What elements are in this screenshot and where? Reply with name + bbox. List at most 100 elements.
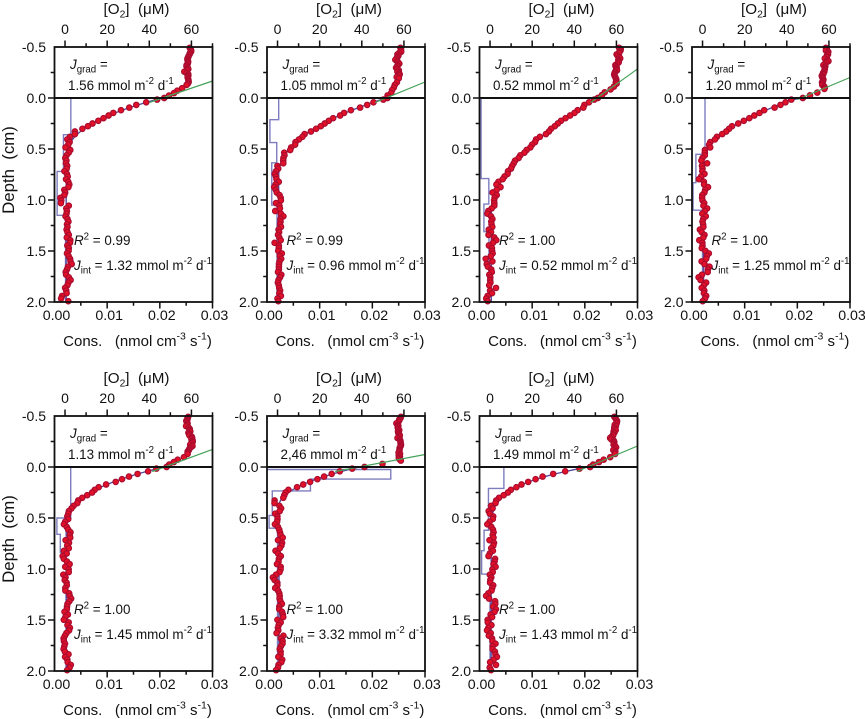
svg-text:60: 60 [184,390,200,406]
svg-text:0.01: 0.01 [308,677,336,693]
svg-text:40: 40 [142,390,158,406]
svg-text:0.00: 0.00 [43,677,71,693]
svg-text:[O2] (μM): [O2] (μM) [529,370,595,389]
svg-text:R2 = 1.00: R2 = 1.00 [712,232,768,249]
svg-text:Jint = 3.32 mmol m-2 d-1: Jint = 3.32 mmol m-2 d-1 [286,625,425,646]
svg-text:Cons. (nmol cm-3 s-1): Cons. (nmol cm-3 s-1) [63,700,212,719]
svg-text:Depth (cm): Depth (cm) [0,126,18,214]
svg-text:[O2] (μM): [O2] (μM) [741,1,807,20]
svg-text:[O2] (μM): [O2] (μM) [104,1,170,20]
svg-text:Jgrad =: Jgrad = [282,426,321,445]
svg-text:Cons. (nmol cm-3 s-1): Cons. (nmol cm-3 s-1) [488,331,637,351]
svg-text:0.5: 0.5 [452,510,472,526]
svg-text:20: 20 [312,390,328,406]
svg-text:[O2] (μM): [O2] (μM) [104,370,170,389]
svg-text:20: 20 [312,21,328,37]
svg-text:0.00: 0.00 [255,308,283,324]
svg-text:Cons. (nmol cm-3 s-1): Cons. (nmol cm-3 s-1) [276,700,425,719]
svg-text:Jint = 1.43 mmol m-2 d-1: Jint = 1.43 mmol m-2 d-1 [498,625,637,646]
svg-text:1.5: 1.5 [239,612,259,628]
svg-text:Jint = 0.52 mmol m-2 d-1: Jint = 0.52 mmol m-2 d-1 [498,256,637,277]
svg-text:-0.5: -0.5 [659,39,683,55]
svg-text:1.0: 1.0 [27,561,47,577]
svg-text:0.5: 0.5 [27,510,47,526]
svg-text:0: 0 [699,21,707,37]
svg-text:0.02: 0.02 [785,308,813,324]
svg-text:R2 = 0.99: R2 = 0.99 [74,232,130,249]
svg-text:0.01: 0.01 [733,308,761,324]
svg-text:2.0: 2.0 [452,294,472,310]
svg-text:0.01: 0.01 [95,308,123,324]
svg-text:2.0: 2.0 [664,294,684,310]
svg-text:40: 40 [142,21,158,37]
svg-text:R2 = 1.00: R2 = 1.00 [287,601,343,618]
svg-text:0.00: 0.00 [255,677,283,693]
svg-text:R2 = 1.00: R2 = 1.00 [499,232,555,249]
svg-text:0.02: 0.02 [573,308,601,324]
svg-text:-0.5: -0.5 [22,39,46,55]
svg-text:2.0: 2.0 [239,663,259,679]
svg-text:0.01: 0.01 [520,308,548,324]
svg-text:Cons. (nmol cm-3 s-1): Cons. (nmol cm-3 s-1) [63,331,212,351]
svg-text:0: 0 [486,390,494,406]
svg-text:Cons. (nmol cm-3 s-1): Cons. (nmol cm-3 s-1) [701,331,850,351]
svg-text:0.02: 0.02 [360,677,388,693]
svg-text:1.0: 1.0 [664,192,684,208]
svg-text:60: 60 [396,390,412,406]
svg-text:1.5: 1.5 [27,612,47,628]
svg-text:40: 40 [567,21,583,37]
svg-text:Jgrad =: Jgrad = [69,426,108,445]
svg-text:20: 20 [524,390,540,406]
svg-text:Jgrad =: Jgrad = [282,57,321,76]
svg-text:0.00: 0.00 [43,308,71,324]
svg-text:0.01: 0.01 [308,308,336,324]
svg-text:-0.5: -0.5 [22,408,46,424]
svg-text:1.0: 1.0 [239,192,259,208]
svg-text:2.0: 2.0 [239,294,259,310]
svg-text:0.00: 0.00 [468,308,496,324]
svg-text:0.02: 0.02 [573,677,601,693]
svg-text:1.0: 1.0 [452,561,472,577]
svg-text:0.0: 0.0 [664,90,684,106]
svg-text:20: 20 [524,21,540,37]
svg-text:2,46 mmol m-2 d-1: 2,46 mmol m-2 d-1 [281,445,387,462]
svg-text:0.5: 0.5 [239,510,259,526]
svg-text:0.03: 0.03 [626,677,654,693]
svg-text:0.03: 0.03 [838,308,865,324]
svg-text:Jint = 1.32 mmol m-2 d-1: Jint = 1.32 mmol m-2 d-1 [73,256,212,277]
svg-text:1.56 mmol m-2 d-1: 1.56 mmol m-2 d-1 [68,76,174,93]
svg-text:0.03: 0.03 [413,677,441,693]
svg-text:-0.5: -0.5 [234,39,258,55]
svg-text:R2 = 1.00: R2 = 1.00 [499,601,555,618]
svg-text:0.0: 0.0 [27,90,47,106]
svg-text:0.0: 0.0 [452,90,472,106]
svg-text:0.03: 0.03 [201,677,229,693]
svg-text:0.01: 0.01 [520,677,548,693]
svg-text:0: 0 [274,21,282,37]
svg-text:0.0: 0.0 [452,459,472,475]
svg-text:0.5: 0.5 [452,141,472,157]
svg-text:0.5: 0.5 [664,141,684,157]
svg-text:0.01: 0.01 [95,677,123,693]
svg-text:1.13 mmol m-2 d-1: 1.13 mmol m-2 d-1 [68,445,174,462]
svg-text:2.0: 2.0 [27,663,47,679]
svg-text:0.03: 0.03 [626,308,654,324]
svg-text:1.0: 1.0 [27,192,47,208]
svg-text:60: 60 [184,21,200,37]
svg-text:1.49 mmol m-2 d-1: 1.49 mmol m-2 d-1 [493,445,599,462]
svg-text:Depth (cm): Depth (cm) [0,495,18,583]
svg-text:0: 0 [274,390,282,406]
svg-text:40: 40 [567,390,583,406]
svg-text:Jgrad =: Jgrad = [707,57,746,76]
svg-text:Jint = 1.45 mmol m-2 d-1: Jint = 1.45 mmol m-2 d-1 [73,625,212,646]
svg-text:0: 0 [61,21,69,37]
svg-text:Cons. (nmol cm-3 s-1): Cons. (nmol cm-3 s-1) [276,331,425,351]
svg-text:0.02: 0.02 [148,677,176,693]
svg-text:Cons. (nmol cm-3 s-1): Cons. (nmol cm-3 s-1) [488,700,637,719]
svg-text:-0.5: -0.5 [447,39,471,55]
svg-text:1.5: 1.5 [239,243,259,259]
svg-text:1.5: 1.5 [452,612,472,628]
svg-text:R2 = 0.99: R2 = 0.99 [287,232,343,249]
svg-text:0.00: 0.00 [468,677,496,693]
svg-text:60: 60 [396,21,412,37]
